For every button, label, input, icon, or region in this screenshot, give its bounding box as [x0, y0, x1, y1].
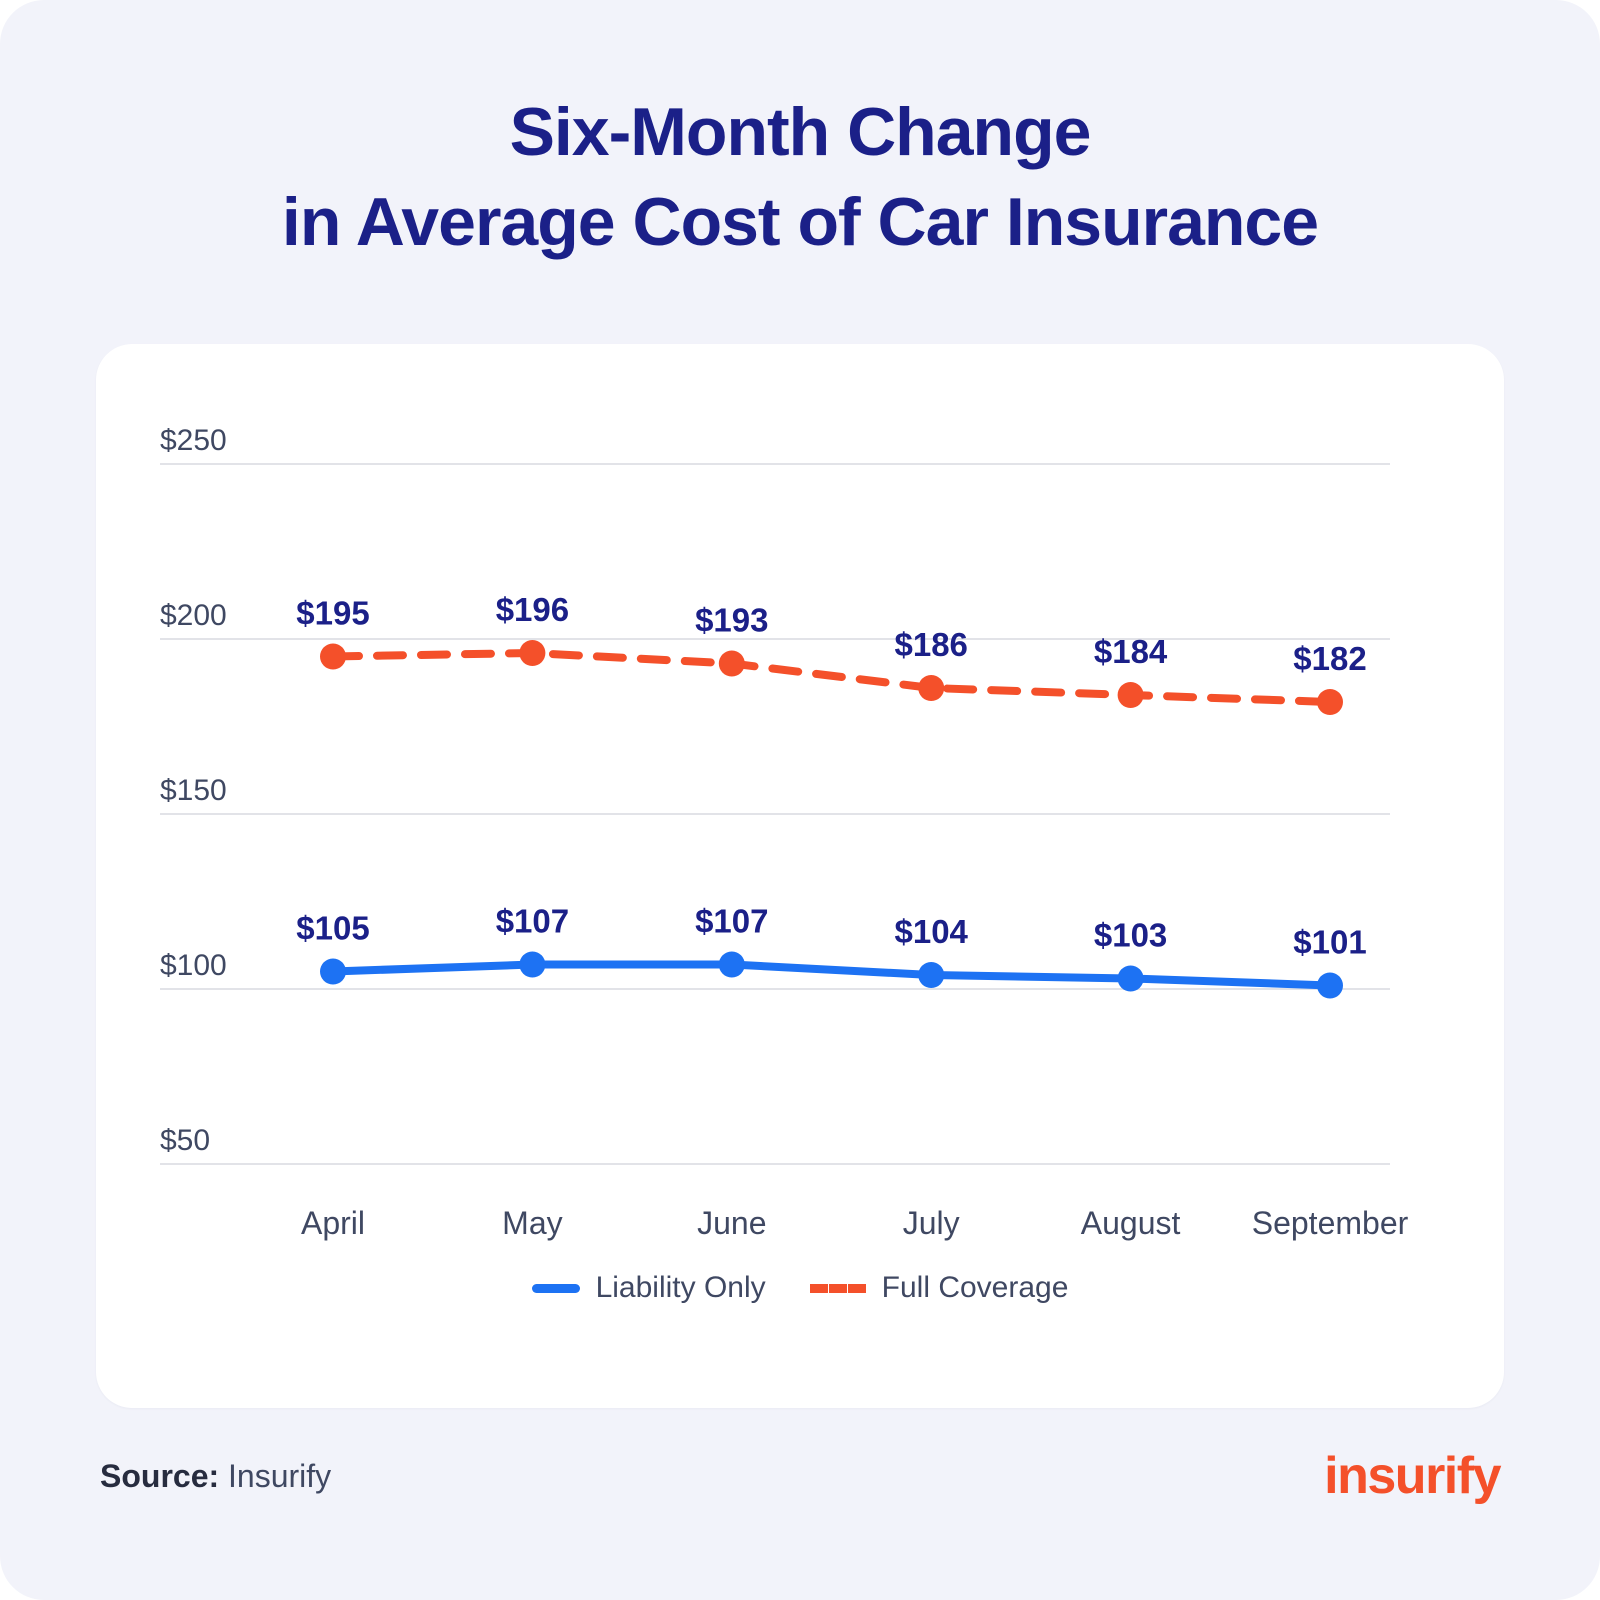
- point-label-liability-only-september: $101: [1293, 924, 1366, 961]
- chart-card: $250 $200 $150 $100 $50 April May June July Augus…: [96, 344, 1504, 1408]
- page-title: Six-Month Change in Average Cost of Car …: [0, 0, 1600, 268]
- point-label-full-coverage-may: $196: [496, 591, 569, 628]
- data-point-full-coverage-june: [718, 650, 745, 677]
- data-point-liability-only-june: [718, 951, 745, 978]
- series-line-full-coverage: [329, 649, 1334, 706]
- legend-item-liability-only: Liability Only: [531, 1271, 766, 1305]
- point-label-liability-only-august: $103: [1094, 917, 1167, 954]
- page-title-line1: Six-Month Change: [509, 94, 1092, 170]
- point-label-liability-only-may: $107: [496, 903, 569, 940]
- x-tick-label-july: July: [903, 1205, 960, 1241]
- source-value: Insurify: [228, 1457, 332, 1494]
- y-tick-label-250: $250: [160, 424, 227, 457]
- data-point-liability-only-august: [1117, 965, 1144, 992]
- series-line-liability-only: [329, 960, 1334, 990]
- data-point-liability-only-september: [1317, 972, 1343, 999]
- point-label-full-coverage-april: $195: [296, 595, 369, 632]
- point-label-full-coverage-september: $182: [1293, 640, 1366, 677]
- y-tick-label-100: $100: [160, 949, 227, 982]
- data-point-full-coverage-july: [918, 675, 945, 701]
- legend-swatch-full-coverage: [809, 1283, 866, 1293]
- data-point-full-coverage-august: [1117, 682, 1144, 708]
- x-tick-label-september: September: [1252, 1205, 1409, 1241]
- point-label-full-coverage-july: $186: [894, 626, 967, 663]
- point-label-full-coverage-june: $193: [695, 602, 768, 639]
- legend-label-full-coverage: Full Coverage: [881, 1271, 1069, 1304]
- point-label-liability-only-june: $107: [695, 903, 768, 940]
- y-tick-label-50: $50: [160, 1124, 210, 1157]
- point-label-full-coverage-august: $184: [1094, 633, 1168, 670]
- y-tick-label-150: $150: [160, 774, 227, 807]
- y-tick-label-200: $200: [160, 599, 227, 632]
- point-label-liability-only-july: $104: [894, 913, 968, 950]
- source-label: Source:: [100, 1457, 220, 1494]
- data-point-liability-only-may: [519, 951, 546, 978]
- page-title-line2: in Average Cost of Car Insurance: [281, 183, 1319, 260]
- legend-label-liability-only: Liability Only: [595, 1271, 766, 1304]
- point-label-liability-only-april: $105: [296, 910, 369, 947]
- legend-item-full-coverage: Full Coverage: [809, 1271, 1069, 1305]
- x-tick-label-august: August: [1081, 1205, 1181, 1241]
- x-tick-label-april: April: [301, 1205, 365, 1241]
- chart-legend: Liability Only Full Coverage: [156, 1271, 1444, 1305]
- line-chart: $250 $200 $150 $100 $50 April May June July Augus…: [160, 424, 1409, 1241]
- insurify-logo: insurify: [1324, 1447, 1501, 1505]
- legend-swatch-liability-only: [531, 1283, 580, 1293]
- data-point-full-coverage-september: [1317, 689, 1343, 715]
- data-point-liability-only-april: [320, 958, 346, 985]
- x-tick-label-june: June: [697, 1205, 766, 1241]
- footer: Source: Insurify insurify: [100, 1446, 1501, 1506]
- data-point-full-coverage-april: [320, 643, 346, 670]
- data-point-liability-only-july: [918, 962, 945, 988]
- x-tick-label-may: May: [502, 1205, 562, 1241]
- data-point-full-coverage-may: [519, 640, 546, 666]
- source-note: Source: Insurify: [100, 1458, 331, 1495]
